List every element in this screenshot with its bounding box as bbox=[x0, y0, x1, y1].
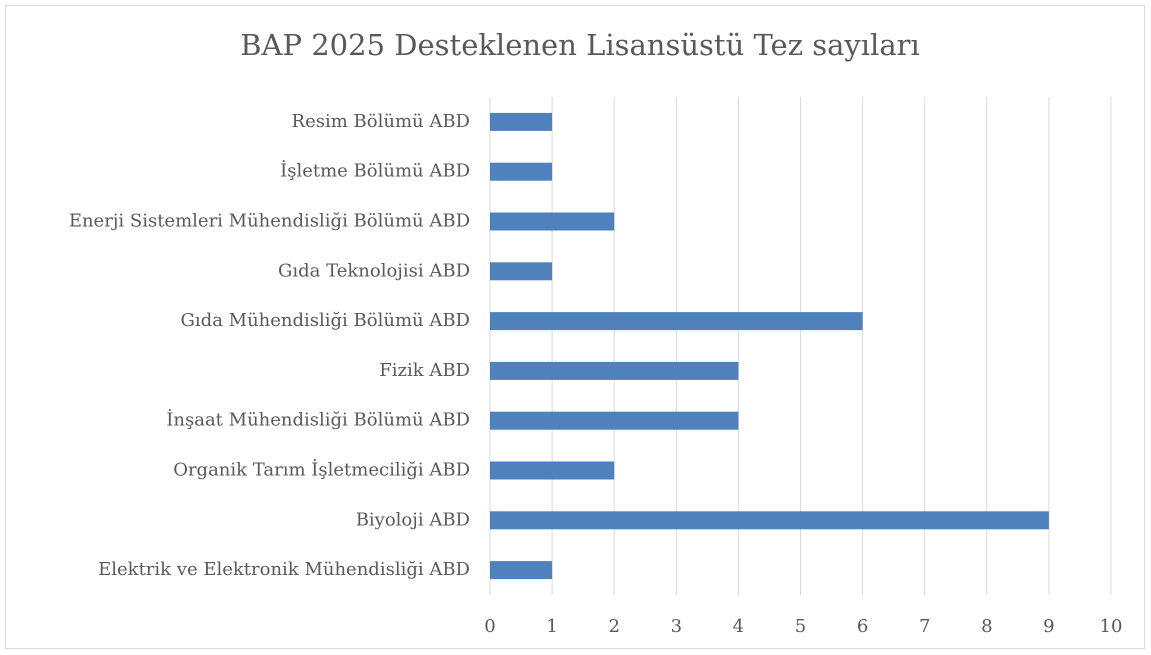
x-tick-label: 9 bbox=[1043, 616, 1054, 637]
bar bbox=[490, 361, 739, 380]
y-tick-label: Resim Bölümü ABD bbox=[292, 111, 470, 132]
y-tick-label: Gıda Mühendisliği Bölümü ABD bbox=[181, 310, 470, 331]
chart-title: BAP 2025 Desteklenen Lisansüstü Tez sayı… bbox=[240, 28, 920, 62]
y-tick-label: Enerji Sistemleri Mühendisliği Bölümü AB… bbox=[69, 211, 470, 232]
bar bbox=[490, 461, 615, 480]
bar bbox=[490, 411, 739, 430]
y-tick-label: Gıda Teknolojisi ABD bbox=[278, 260, 470, 281]
x-tick-label: 1 bbox=[546, 616, 557, 637]
y-tick-label: Organik Tarım İşletmeciliği ABD bbox=[173, 458, 470, 481]
y-tick-label: Biyoloji ABD bbox=[356, 509, 470, 530]
x-tick-label: 6 bbox=[857, 616, 868, 637]
bar bbox=[490, 162, 553, 181]
y-tick-label: Elektrik ve Elektronik Mühendisliği ABD bbox=[98, 559, 470, 580]
x-tick-label: 10 bbox=[1100, 616, 1123, 637]
x-tick-label: 0 bbox=[484, 616, 495, 637]
x-tick-label: 2 bbox=[608, 616, 619, 637]
y-tick-label: Fizik ABD bbox=[379, 360, 470, 381]
x-tick-label: 8 bbox=[981, 616, 992, 637]
x-tick-label: 4 bbox=[733, 616, 744, 637]
bar bbox=[490, 262, 553, 281]
bar bbox=[490, 511, 1049, 530]
x-tick-label: 7 bbox=[919, 616, 930, 637]
x-tick-label: 5 bbox=[795, 616, 806, 637]
bar bbox=[490, 212, 615, 231]
bar bbox=[490, 112, 553, 131]
bar bbox=[490, 312, 863, 331]
x-tick-label: 3 bbox=[671, 616, 682, 637]
y-tick-label: İşletme Bölümü ABD bbox=[280, 159, 470, 182]
y-tick-label: İnşaat Mühendisliği Bölümü ABD bbox=[166, 408, 470, 431]
bar bbox=[490, 561, 553, 580]
